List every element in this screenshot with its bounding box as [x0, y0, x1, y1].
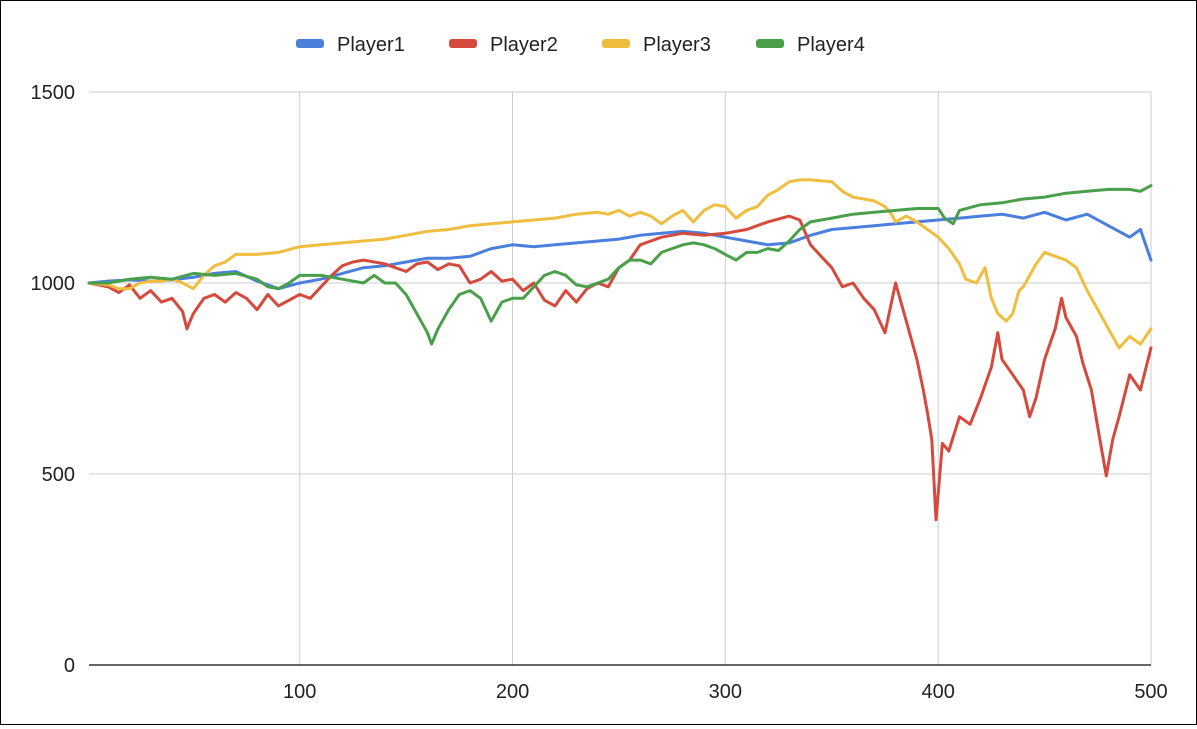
x-tick-label: 100 [283, 681, 316, 703]
legend-label: Player3 [643, 34, 711, 56]
legend-label: Player1 [337, 34, 405, 56]
series-line-player1 [87, 210, 1153, 291]
y-tick-labels: 0 500 1000 1500 [31, 82, 76, 677]
y-tick-label: 1500 [31, 82, 76, 104]
y-tick-label: 0 [64, 655, 75, 677]
legend-swatch [602, 39, 630, 48]
series-layer [87, 178, 1153, 522]
series-line-player2 [87, 214, 1153, 522]
legend-swatch [449, 39, 477, 48]
gridlines [89, 91, 1152, 665]
series-line-player3 [87, 178, 1153, 350]
y-tick-label: 1000 [31, 273, 76, 295]
legend-label: Player4 [797, 34, 865, 56]
x-tick-label: 200 [496, 681, 529, 703]
legend: Player1 Player2 Player3 Player4 [296, 34, 865, 56]
x-tick-label: 500 [1134, 681, 1167, 703]
legend-swatch [756, 39, 784, 48]
x-tick-label: 300 [709, 681, 742, 703]
x-tick-labels: 100 200 300 400 500 [283, 681, 1168, 703]
series-line-player4 [87, 184, 1153, 346]
legend-label: Player2 [490, 34, 558, 56]
x-tick-label: 400 [921, 681, 954, 703]
legend-swatch [296, 39, 324, 48]
y-tick-label: 500 [42, 464, 75, 486]
